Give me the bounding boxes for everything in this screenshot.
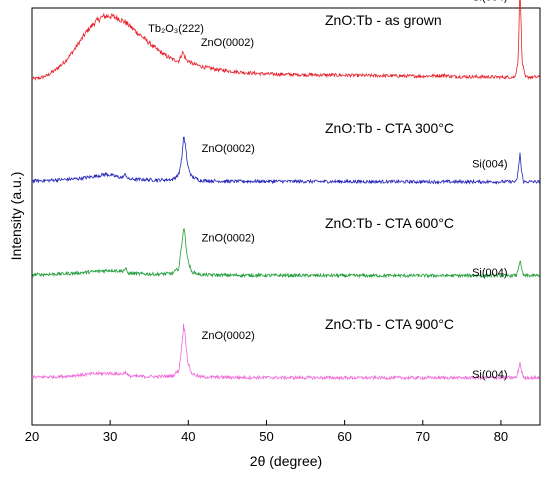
series-line (31, 323, 540, 381)
x-tick-label: 30 (103, 429, 117, 444)
peak-label-tb2o3: Tb₂O₃(222) (148, 23, 204, 35)
series-line (31, 136, 541, 185)
series-traces (31, 0, 541, 381)
series-title: ZnO:Tb - as grown (325, 12, 442, 28)
peak-annotations: Tb₂O₃(222) ZnO(0002) Si(004) ZnO(0002) Si(00… (148, 0, 507, 381)
x-tick-label: 80 (494, 429, 508, 444)
peak-label-zno0002: ZnO(0002) (201, 37, 254, 49)
x-axis-ticks: 20 30 40 50 60 70 80 (25, 420, 508, 444)
x-tick-label: 50 (259, 429, 273, 444)
peak-label-si004: Si(004) (472, 267, 507, 279)
plot-frame (31, 7, 541, 426)
peak-label-zno0002: ZnO(0002) (202, 232, 255, 244)
peak-label-zno0002: ZnO(0002) (202, 143, 255, 155)
x-tick-label: 70 (416, 429, 430, 444)
peak-label-si004: Si(004) (472, 0, 507, 3)
x-tick-label: 20 (25, 429, 39, 444)
peak-label-si004: Si(004) (472, 159, 507, 171)
y-axis-label: Intensity (a.u.) (8, 172, 24, 261)
x-axis-label: 2θ (degree) (250, 453, 322, 469)
x-tick-label: 40 (181, 429, 195, 444)
series-titles: ZnO:Tb - as grown ZnO:Tb - CTA 300°C ZnO:T… (325, 12, 454, 332)
series-title: ZnO:Tb - CTA 900°C (325, 316, 454, 332)
peak-label-zno0002: ZnO(0002) (202, 330, 255, 342)
peak-label-si004: Si(004) (472, 369, 507, 381)
series-title: ZnO:Tb - CTA 300°C (325, 120, 454, 136)
series-line (31, 0, 541, 81)
x-tick-label: 60 (337, 429, 351, 444)
series-title: ZnO:Tb - CTA 600°C (325, 215, 454, 231)
series-line (31, 228, 541, 279)
